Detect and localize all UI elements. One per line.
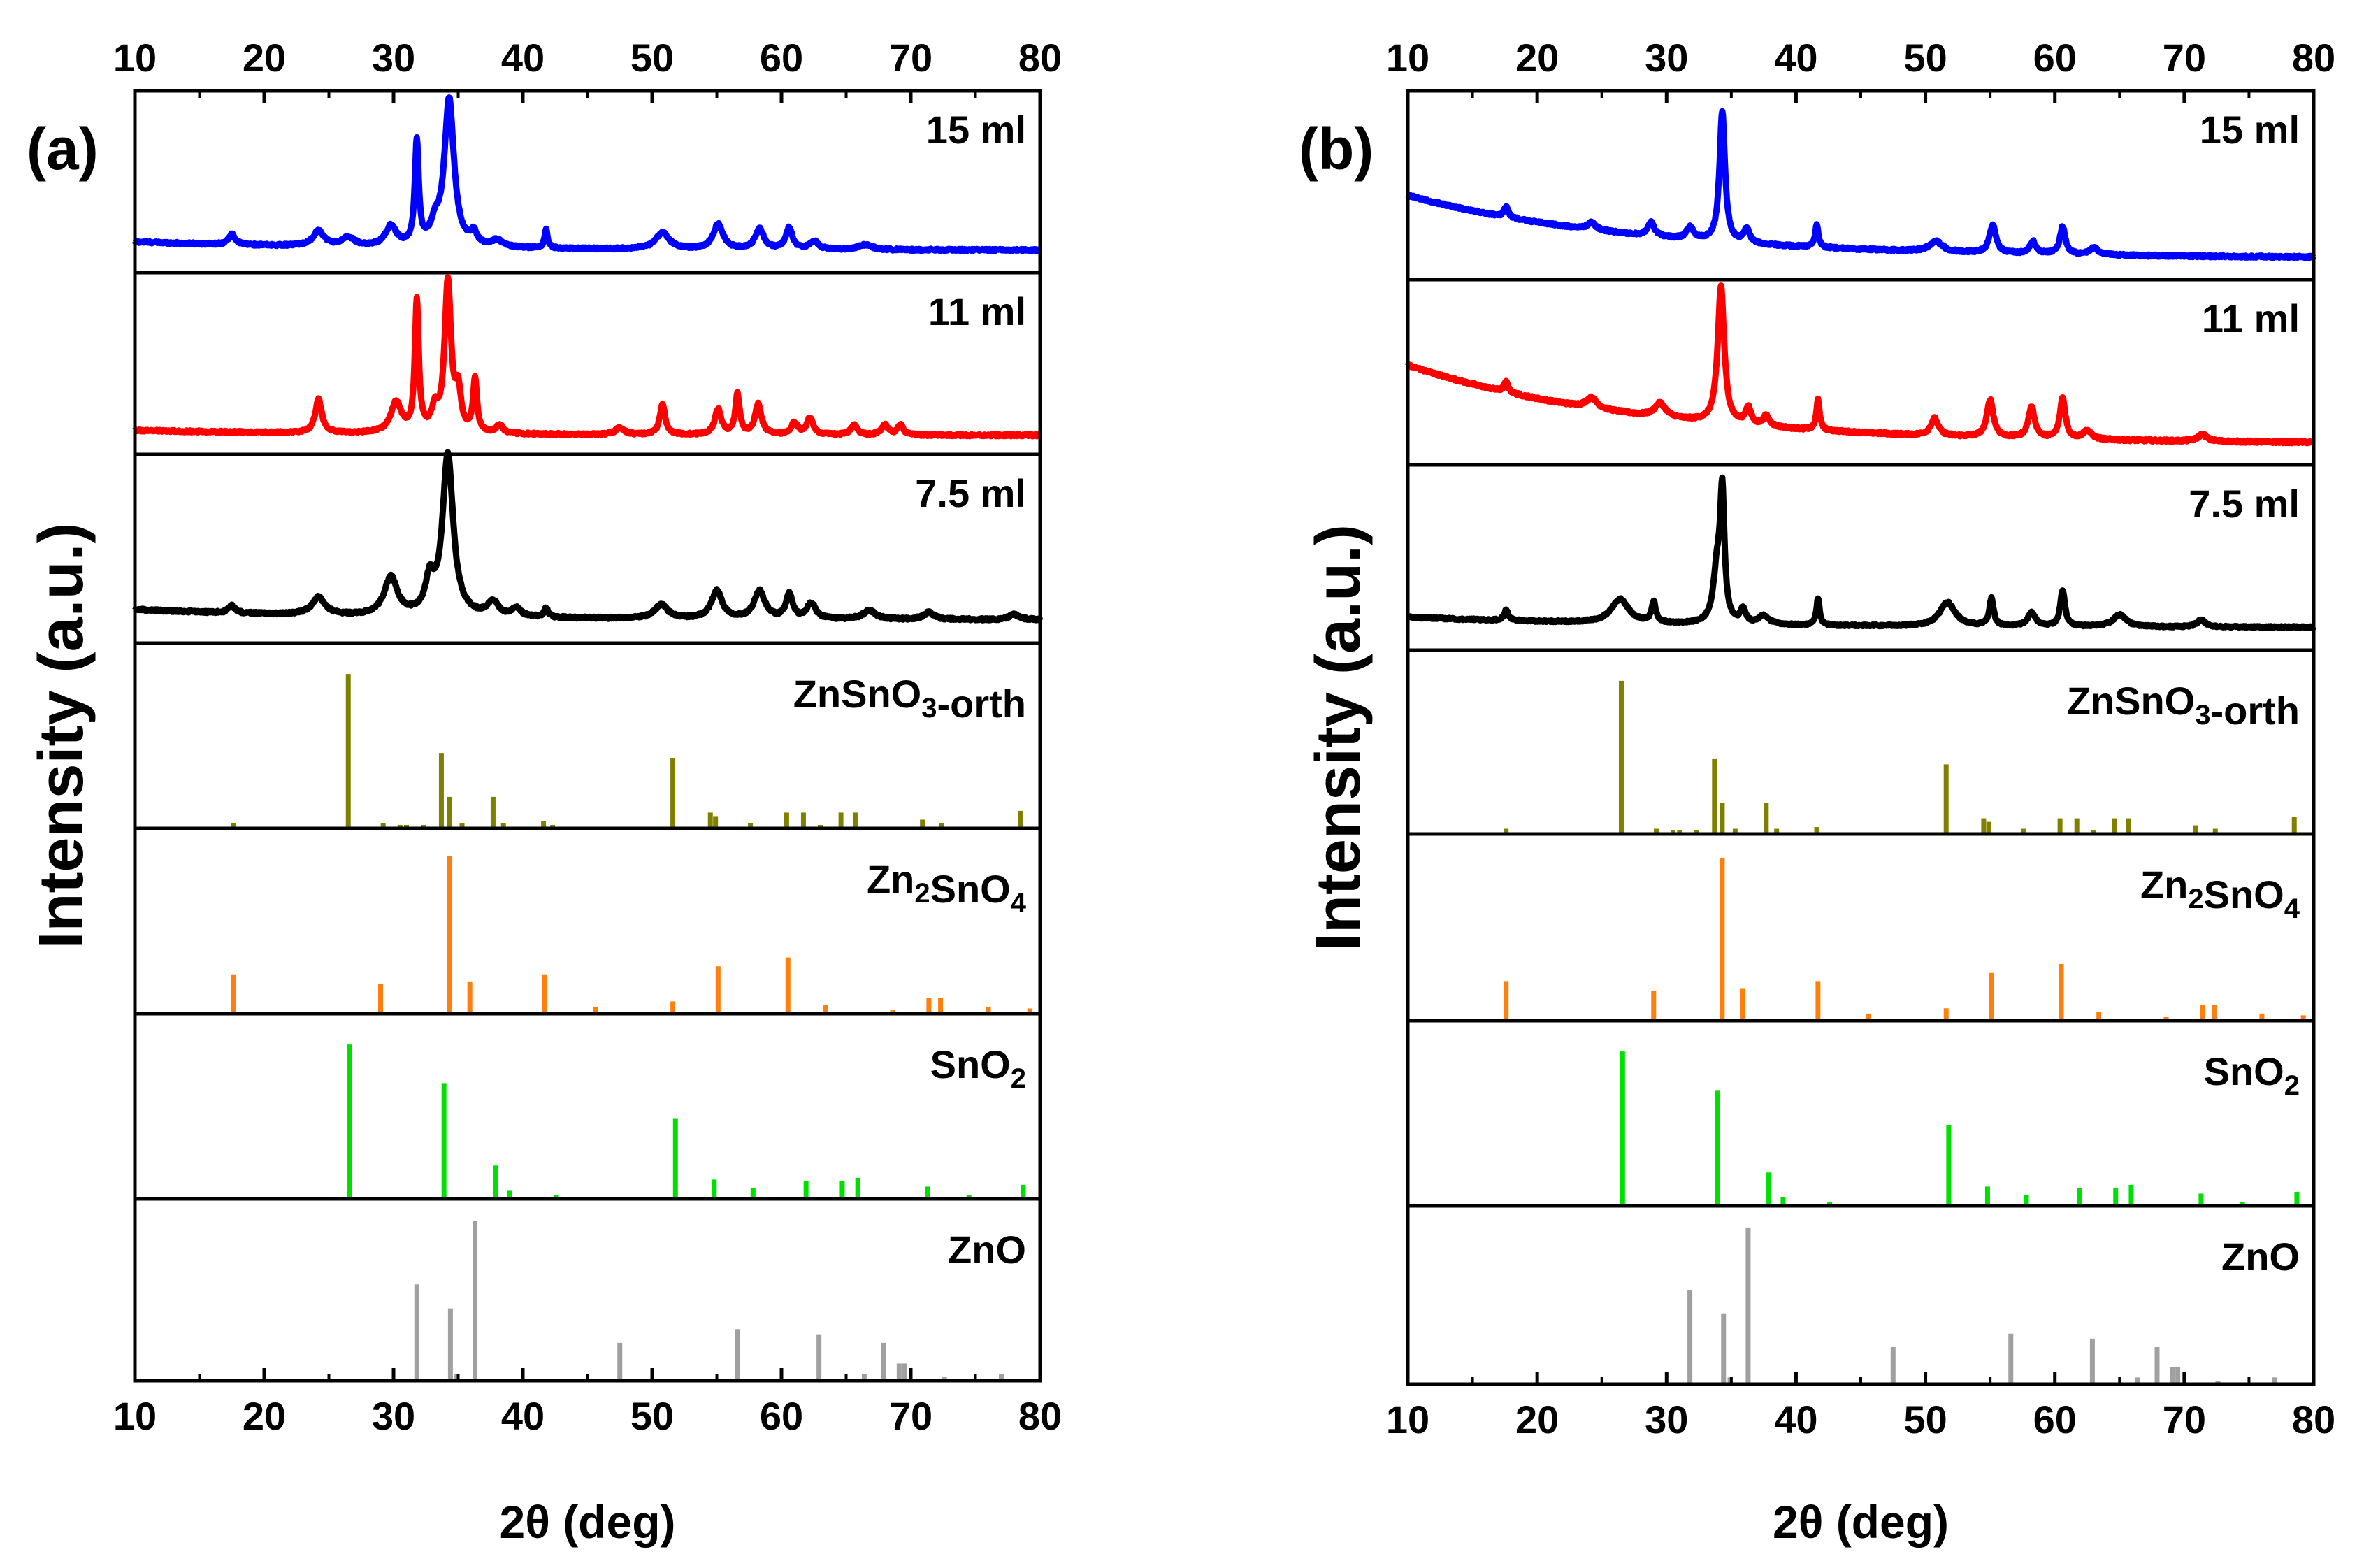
panel-a-xlabel: 2θ (deg)	[499, 1496, 675, 1548]
panel-a-subplot-11-ml: 11 ml	[132, 274, 1043, 440]
panel-b-xtick-label-top-70: 70	[2163, 36, 2206, 80]
panel-b: 15 ml 11 ml 7.5 ml ZnSnO3-orth Zn2SnO4 SnO2 Zn…	[1299, 36, 2335, 1548]
panel-a-xtick-label-bottom-10: 10	[113, 1394, 157, 1438]
panel-a-series-15-ml	[131, 94, 1043, 254]
panel-b-label-11-ml: 11 ml	[2202, 296, 2300, 340]
panel-b-xtick-label-bottom-20: 20	[1515, 1397, 1559, 1441]
panel-a-xtick-label-top-30: 30	[372, 36, 415, 80]
panel-a-subplot-zno: ZnO	[414, 1221, 1026, 1381]
panel-b-xtick-label-bottom-30: 30	[1645, 1397, 1688, 1441]
panel-a-xtick-label-bottom-60: 60	[760, 1394, 803, 1438]
panel-a-xtick-label-bottom-50: 50	[630, 1394, 674, 1438]
panel-b-subplot-zno: ZnO	[1687, 1227, 2300, 1384]
panel-b-label-7-5-ml: 7.5 ml	[2189, 482, 2300, 526]
panel-b-subplot-15-ml: 15 ml	[1405, 108, 2316, 261]
panel-b-label-sno2: SnO2	[2204, 1049, 2300, 1101]
panel-a-xtick-label-top-60: 60	[760, 36, 803, 80]
panel-a-label-zn2sno4: Zn2SnO4	[867, 857, 1027, 919]
panel-b-subplot-7-5-ml: 7.5 ml	[1405, 474, 2317, 631]
panel-a-series-7-5-ml	[132, 449, 1044, 624]
panel-a-subplot-zn2sno4: Zn2SnO4	[231, 856, 1032, 1014]
panel-b-panel-label: (b)	[1299, 116, 1374, 182]
panel-b-xtick-label-bottom-10: 10	[1386, 1397, 1429, 1441]
panel-a-ylabel: Intensity (a.u.)	[27, 522, 96, 949]
panel-b-subplot-zn2sno4: Zn2SnO4	[1504, 858, 2306, 1021]
panel-b-xtick-label-top-20: 20	[1515, 36, 1559, 80]
panel-a-xtick-label-bottom-20: 20	[243, 1394, 286, 1438]
panel-a-xtick-label-top-20: 20	[243, 36, 286, 80]
panel-a-label-15-ml: 15 ml	[926, 108, 1026, 152]
panel-a-xtick-label-top-10: 10	[113, 36, 157, 80]
panel-a-subplot-7-5-ml: 7.5 ml	[132, 449, 1044, 624]
panel-a-subplot-15-ml: 15 ml	[131, 94, 1043, 254]
panel-a-label-11-ml: 11 ml	[928, 289, 1026, 333]
panel-a-xtick-label-top-80: 80	[1018, 36, 1062, 80]
panel-a-xtick-label-top-40: 40	[501, 36, 545, 80]
panel-b-label-znsno3-orth: ZnSnO3-orth	[2067, 679, 2300, 733]
panel-a-label-7-5-ml: 7.5 ml	[915, 471, 1026, 515]
panel-b-subplot-11-ml: 11 ml	[1404, 282, 2316, 447]
panel-b-xtick-label-bottom-60: 60	[2033, 1397, 2077, 1441]
panel-a-xtick-label-bottom-40: 40	[501, 1394, 545, 1438]
panel-b-xtick-label-bottom-40: 40	[1774, 1397, 1817, 1441]
panel-b-xtick-label-top-40: 40	[1774, 36, 1817, 80]
panel-a-series-11-ml	[132, 274, 1043, 440]
panel-b-xtick-label-top-60: 60	[2033, 36, 2077, 80]
panel-a-xtick-label-top-50: 50	[630, 36, 674, 80]
panel-a-frame	[133, 89, 1042, 1383]
panel-a-label-sno2: SnO2	[930, 1042, 1026, 1094]
panel-a-panel-label: (a)	[27, 116, 99, 182]
panel-b-series-7-5-ml	[1405, 474, 2317, 631]
panel-a: 15 ml 11 ml 7.5 ml ZnSnO3-orth Zn2SnO4 SnO2 Zn…	[27, 36, 1062, 1548]
panel-a-label-znsno3-orth: ZnSnO3-orth	[793, 672, 1026, 726]
panel-b-label-15-ml: 15 ml	[2200, 108, 2300, 152]
panel-a-xtick-label-top-70: 70	[889, 36, 932, 80]
panel-a-xtick-label-bottom-30: 30	[372, 1394, 415, 1438]
panel-b-xtick-label-top-80: 80	[2292, 36, 2335, 80]
panel-b-xtick-label-bottom-70: 70	[2163, 1397, 2206, 1441]
panel-b-subplot-sno2: SnO2	[1620, 1049, 2300, 1206]
panel-b-xtick-label-bottom-50: 50	[1903, 1397, 1947, 1441]
panel-b-subplot-znsno3-orth: ZnSnO3-orth	[1504, 679, 2300, 834]
panel-b-frame	[1406, 89, 2316, 1386]
panel-b-xtick-label-bottom-80: 80	[2292, 1397, 2335, 1441]
panel-a-subplot-znsno3-orth: ZnSnO3-orth	[231, 672, 1026, 828]
panel-b-xtick-label-top-50: 50	[1903, 36, 1947, 80]
panel-b-ylabel: Intensity (a.u.)	[1304, 524, 1374, 951]
panel-b-xtick-label-top-10: 10	[1386, 36, 1429, 80]
panel-a-subplot-sno2: SnO2	[347, 1042, 1026, 1199]
panel-b-label-zno: ZnO	[2221, 1235, 2300, 1279]
panel-a-label-zno: ZnO	[948, 1228, 1026, 1272]
panel-b-series-15-ml	[1405, 108, 2316, 261]
panel-a-xtick-label-bottom-80: 80	[1018, 1394, 1062, 1438]
panel-b-label-zn2sno4: Zn2SnO4	[2140, 863, 2300, 924]
panel-b-xtick-label-top-30: 30	[1645, 36, 1688, 80]
panel-b-series-11-ml	[1404, 282, 2316, 447]
panel-a-xtick-label-bottom-70: 70	[889, 1394, 932, 1438]
panel-b-xlabel: 2θ (deg)	[1773, 1496, 1949, 1548]
